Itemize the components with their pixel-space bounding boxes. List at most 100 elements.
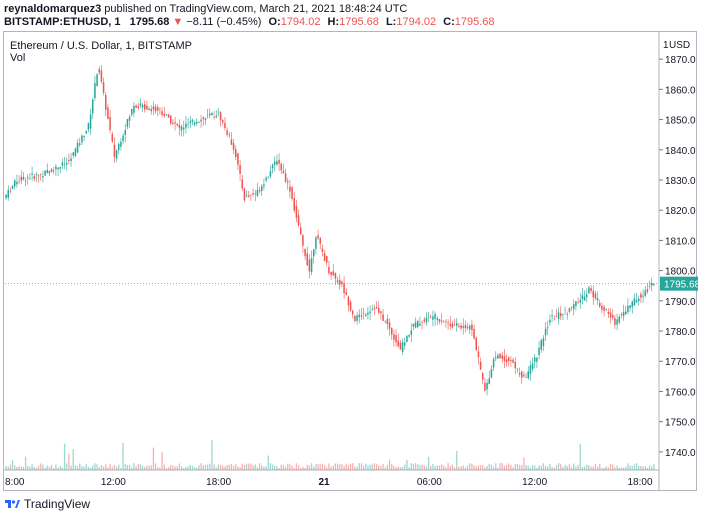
candle-body — [512, 359, 514, 363]
volume-bar — [269, 463, 272, 470]
volume-bar — [326, 467, 328, 470]
volume-bar — [200, 463, 202, 470]
volume-bar — [488, 463, 490, 470]
volume-bar — [492, 466, 495, 470]
volume-bar — [345, 463, 347, 470]
volume-bar — [560, 464, 562, 470]
candle-body — [198, 122, 200, 123]
candle-body — [161, 111, 163, 115]
volume-bar — [239, 467, 241, 470]
volume-bar — [414, 463, 417, 470]
candle-body — [371, 308, 374, 310]
volume-bar — [178, 463, 181, 470]
volume-bar — [523, 457, 525, 470]
volume-bar — [425, 466, 428, 470]
volume-bar — [94, 463, 96, 470]
candle-body — [620, 314, 623, 316]
volume-bar — [531, 465, 534, 470]
volume-bar — [449, 466, 451, 470]
symbol: BITSTAMP:ETHUSD, 1 — [4, 16, 121, 28]
candle-body — [33, 176, 36, 179]
candle-body — [447, 322, 449, 324]
open-value: 1794.02 — [280, 16, 321, 28]
candle-body — [141, 104, 144, 108]
y-tick-label: 1810.0 — [665, 236, 696, 247]
candle-body — [126, 119, 129, 127]
candle-body — [260, 186, 263, 191]
y-tick-label: 1820.0 — [665, 206, 696, 217]
candle-body — [122, 135, 124, 142]
candle-body — [330, 271, 332, 275]
candle-body — [89, 114, 92, 129]
volume-bar — [458, 466, 460, 470]
volume-bar — [66, 463, 68, 470]
candle-body — [117, 143, 120, 150]
candle-body — [65, 162, 68, 165]
candle-body — [26, 177, 29, 179]
candle-body — [553, 318, 556, 320]
candle-body — [271, 164, 274, 169]
candle-body — [113, 144, 116, 157]
volume-bar — [302, 466, 304, 470]
candle-body — [59, 167, 62, 169]
candle-body — [100, 70, 103, 82]
candle-body — [343, 283, 345, 294]
candle-body — [22, 176, 25, 180]
volume-bar — [347, 465, 350, 470]
candle-body — [429, 316, 432, 318]
candle-body — [278, 159, 280, 164]
volume-bar — [263, 466, 265, 470]
chart-frame — [3, 31, 697, 491]
candle-body — [358, 314, 361, 318]
volume-bar — [607, 467, 610, 470]
candle-body — [332, 271, 335, 276]
last-price: 1795.68 — [129, 16, 170, 28]
candle-body — [568, 308, 571, 312]
volume-bar — [133, 463, 135, 470]
tradingview-footer[interactable]: TradingView — [4, 497, 90, 511]
volume-bar — [196, 467, 198, 470]
volume-bar — [122, 442, 124, 470]
chart-title: Ethereum / U.S. Dollar, 1, BITSTAMP — [10, 40, 192, 52]
candle-body — [380, 311, 382, 314]
candle-body — [650, 283, 653, 286]
candle-body — [536, 357, 538, 362]
volume-bar — [529, 467, 532, 470]
volume-bar — [525, 465, 527, 470]
candle-body — [349, 301, 352, 311]
candle-body — [399, 342, 402, 350]
volume-bar — [562, 467, 564, 470]
volume-bar — [139, 464, 142, 470]
volume-bar — [646, 467, 649, 470]
volume-bar — [386, 464, 389, 470]
volume-bar — [289, 463, 291, 470]
candle-body — [347, 296, 350, 306]
high-label: H: — [327, 16, 340, 28]
volume-bar — [274, 466, 276, 470]
volume-bar — [118, 464, 120, 470]
volume-bar — [358, 463, 360, 470]
volume-bar — [362, 465, 365, 470]
candle-body — [29, 178, 31, 180]
candle-body — [531, 363, 534, 370]
change-arrow-icon: ▼ — [172, 16, 184, 28]
candle-body — [631, 301, 634, 307]
volume-bar — [343, 465, 345, 470]
volume-bar — [391, 463, 393, 470]
volume-bar — [63, 443, 66, 470]
volume-bar — [555, 465, 558, 470]
candle-body — [202, 117, 205, 119]
x-tick-label: 12:00 — [522, 477, 547, 488]
candle-body — [360, 315, 363, 317]
candle-body — [195, 121, 198, 124]
volume-bar — [365, 463, 367, 470]
volume-bar — [144, 466, 146, 470]
candle-body — [187, 124, 189, 125]
candle-body — [206, 115, 209, 117]
open-label: O: — [268, 16, 281, 28]
candle-body — [256, 190, 259, 196]
volume-bar — [616, 465, 618, 470]
candle-body — [484, 382, 486, 391]
candle-body — [462, 325, 465, 328]
